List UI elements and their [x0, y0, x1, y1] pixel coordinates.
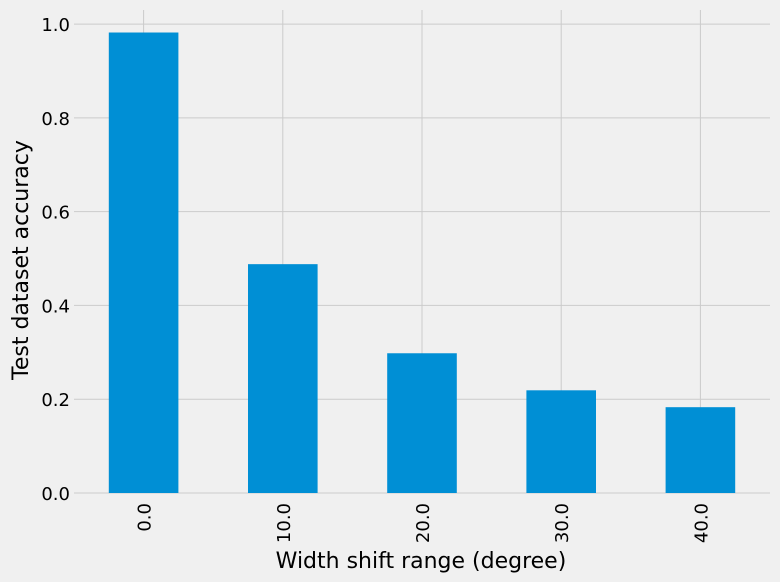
bar-0.0 — [108, 32, 179, 494]
bar-10.0 — [248, 264, 318, 493]
bars — [108, 32, 736, 494]
y-tick-label: 0.0 — [41, 484, 70, 505]
x-tick-label: 20.0 — [413, 503, 434, 543]
x-axis-label: Width shift range (degree) — [276, 549, 567, 574]
bar-20.0 — [387, 353, 457, 493]
y-tick-labels: 0.0 0.2 0.4 0.6 0.8 1.0 — [41, 15, 70, 505]
y-tick-label: 0.4 — [41, 296, 70, 317]
x-tick-label: 0.0 — [135, 503, 156, 532]
x-tick-label: 40.0 — [691, 503, 712, 543]
bar-30.0 — [526, 390, 596, 493]
bar-40.0 — [665, 407, 736, 493]
y-tick-label: 0.2 — [41, 390, 70, 411]
x-tick-labels: 0.0 10.0 20.0 30.0 40.0 — [135, 503, 713, 543]
x-tick-label: 30.0 — [552, 503, 573, 543]
y-tick-label: 0.6 — [41, 203, 70, 224]
y-axis-label: Test dataset accuracy — [9, 140, 34, 381]
x-tick-label: 10.0 — [274, 503, 295, 543]
y-tick-label: 0.8 — [41, 109, 70, 130]
y-tick-label: 1.0 — [41, 15, 70, 36]
